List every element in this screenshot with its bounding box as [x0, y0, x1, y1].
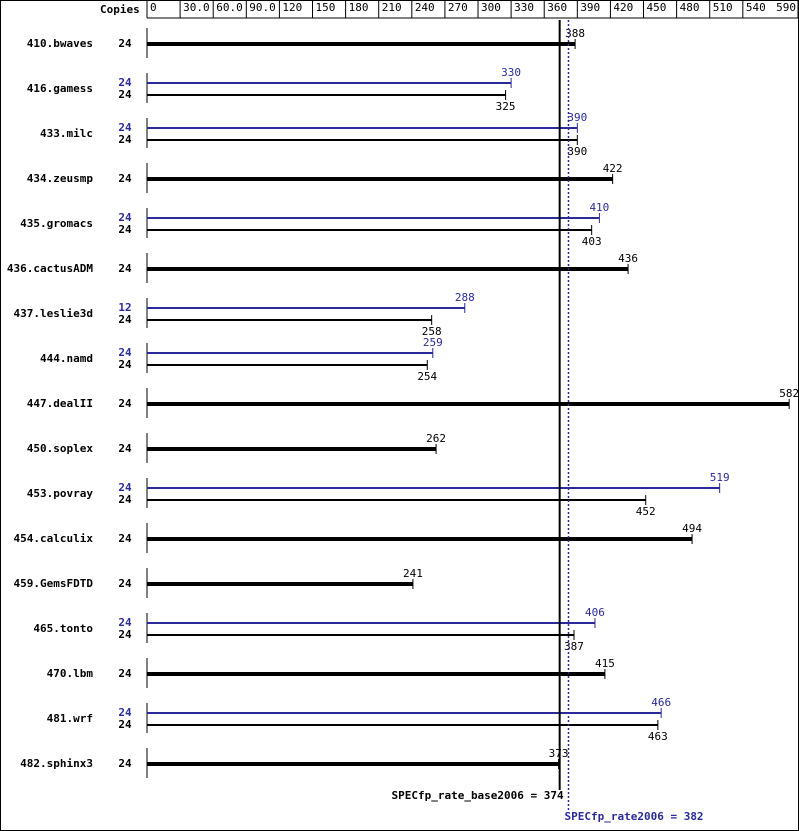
value-label: 241 [403, 567, 423, 580]
value-label: 390 [567, 111, 587, 124]
copies-label: 24 [118, 37, 132, 50]
value-label: 436 [618, 252, 638, 265]
copies-label: 24 [118, 532, 132, 545]
benchmark-label: 454.calculix [14, 532, 94, 545]
copies-header: Copies [100, 3, 140, 16]
copies-label: 24 [118, 616, 132, 629]
value-label: 466 [651, 696, 671, 709]
value-label: 330 [501, 66, 521, 79]
x-tick-label: 210 [382, 1, 402, 14]
copies-label: 24 [118, 493, 132, 506]
copies-label: 24 [118, 628, 132, 641]
benchmark-label: 437.leslie3d [14, 307, 93, 320]
value-label: 325 [496, 100, 516, 113]
copies-label: 24 [118, 757, 132, 770]
benchmark-label: 444.namd [40, 352, 93, 365]
copies-label: 24 [118, 133, 132, 146]
benchmark-label: 450.soplex [27, 442, 94, 455]
copies-label: 24 [118, 442, 132, 455]
benchmark-label: 465.tonto [33, 622, 93, 635]
value-label: 403 [582, 235, 602, 248]
benchmark-label: 436.cactusADM [7, 262, 93, 275]
value-label: 415 [595, 657, 615, 670]
benchmark-label: 435.gromacs [20, 217, 93, 230]
x-tick-label: 300 [481, 1, 501, 14]
x-tick-label: 120 [282, 1, 302, 14]
value-label: 373 [549, 747, 569, 760]
x-tick-label: 390 [580, 1, 600, 14]
copies-label: 24 [118, 577, 132, 590]
value-label: 390 [567, 145, 587, 158]
x-tick-label: 270 [448, 1, 468, 14]
value-label: 388 [565, 27, 585, 40]
benchmark-label: 410.bwaves [27, 37, 93, 50]
benchmark-label: 453.povray [27, 487, 94, 500]
reference-label: SPECfp_rate_base2006 = 374 [391, 789, 564, 802]
copies-label: 24 [118, 223, 132, 236]
copies-label: 24 [118, 262, 132, 275]
benchmark-label: 470.lbm [47, 667, 94, 680]
copies-label: 24 [118, 667, 132, 680]
value-label: 422 [603, 162, 623, 175]
copies-label: 24 [118, 397, 132, 410]
value-label: 519 [710, 471, 730, 484]
x-tick-label: 180 [349, 1, 369, 14]
benchmark-label: 482.sphinx3 [20, 757, 93, 770]
value-label: 463 [648, 730, 668, 743]
x-tick-label: 330 [514, 1, 534, 14]
copies-label: 24 [118, 313, 132, 326]
benchmark-label: 481.wrf [47, 712, 93, 725]
x-tick-label: 450 [647, 1, 667, 14]
x-tick-label: 480 [680, 1, 700, 14]
benchmark-label: 433.milc [40, 127, 93, 140]
copies-label: 12 [118, 301, 131, 314]
value-label: 452 [636, 505, 656, 518]
benchmark-label: 459.GemsFDTD [14, 577, 94, 590]
x-tick-label: 360 [547, 1, 567, 14]
value-label: 262 [426, 432, 446, 445]
x-tick-label: 30.0 [183, 1, 210, 14]
copies-label: 24 [118, 172, 132, 185]
value-label: 387 [564, 640, 584, 653]
reference-label: SPECfp_rate2006 = 382 [564, 810, 703, 823]
copies-label: 24 [118, 76, 132, 89]
x-tick-label: 540 [746, 1, 766, 14]
copies-label: 24 [118, 346, 132, 359]
value-label: 410 [589, 201, 609, 214]
x-tick-label: 150 [316, 1, 336, 14]
x-tick-label: 0 [150, 1, 157, 14]
value-label: 254 [417, 370, 437, 383]
benchmark-label: 434.zeusmp [27, 172, 94, 185]
value-label: 288 [455, 291, 475, 304]
x-tick-label: 60.0 [216, 1, 243, 14]
benchmark-label: 447.dealII [27, 397, 93, 410]
x-tick-label: 240 [415, 1, 435, 14]
copies-label: 24 [118, 358, 132, 371]
x-tick-label: 420 [613, 1, 633, 14]
copies-label: 24 [118, 718, 132, 731]
copies-label: 24 [118, 88, 132, 101]
benchmark-label: 416.gamess [27, 82, 93, 95]
copies-label: 24 [118, 121, 132, 134]
value-label: 259 [423, 336, 443, 349]
value-label: 494 [682, 522, 702, 535]
copies-label: 24 [118, 481, 132, 494]
x-tick-label: 510 [713, 1, 733, 14]
value-label: 258 [422, 325, 442, 338]
copies-label: 24 [118, 706, 132, 719]
value-label: 406 [585, 606, 605, 619]
x-tick-label: 90.0 [249, 1, 276, 14]
copies-label: 24 [118, 211, 132, 224]
value-label: 582 [779, 387, 799, 400]
x-tick-label: 590 [776, 1, 796, 14]
